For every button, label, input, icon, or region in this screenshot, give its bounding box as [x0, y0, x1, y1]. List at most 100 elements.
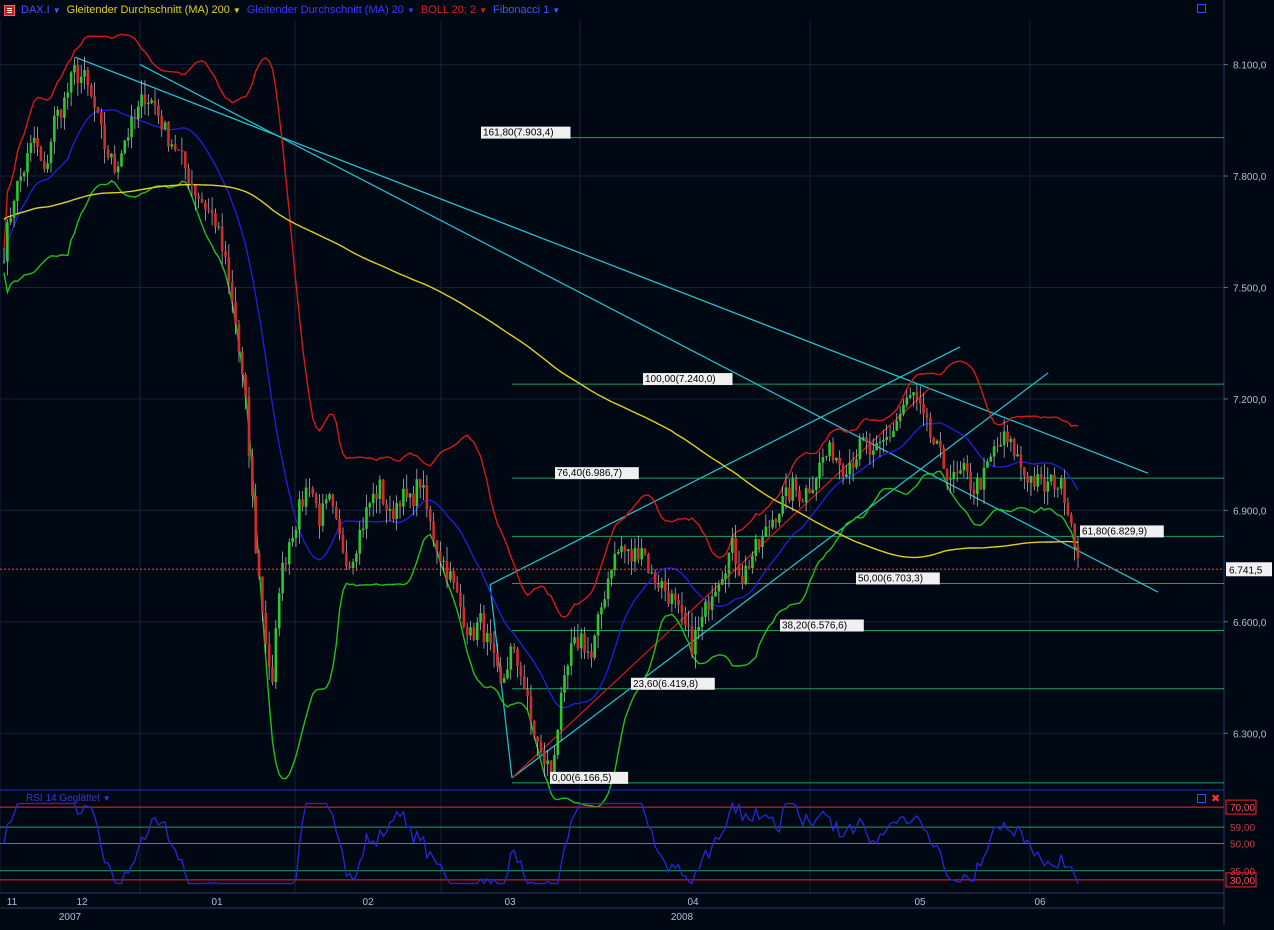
candle-body [1029, 476, 1033, 483]
candle-body [274, 628, 278, 683]
candle-body [885, 436, 888, 440]
candle-body [962, 463, 966, 471]
candle-body [647, 554, 650, 573]
candle-body [140, 94, 143, 107]
y-tick-label: 7.200,0 [1233, 395, 1267, 406]
legend-fib[interactable]: Fibonacci 1 ▼ [493, 4, 560, 16]
candle-body [892, 430, 895, 437]
candle-body [569, 643, 573, 666]
candle-body [224, 251, 227, 258]
candle-body [945, 468, 949, 481]
maximize-rsi-pane-icon[interactable] [1197, 794, 1206, 803]
legend-symbol[interactable]: DAX.I ▼ [21, 4, 61, 16]
candle-body [32, 137, 36, 144]
candle-body [1016, 454, 1019, 457]
candle-body [247, 396, 251, 456]
candle-body [402, 488, 405, 507]
candle-body [697, 627, 701, 631]
candle-body [734, 537, 737, 565]
candle-body [425, 485, 429, 509]
candle-body [12, 201, 16, 218]
candle-body [761, 536, 764, 547]
chevron-down-icon[interactable]: ▼ [479, 5, 488, 15]
candle-body [590, 651, 593, 658]
candle-body [788, 487, 791, 501]
chevron-down-icon[interactable]: ▼ [102, 794, 111, 803]
candle-body [365, 507, 368, 529]
candle-body [190, 183, 194, 186]
chevron-down-icon[interactable]: ▼ [552, 5, 561, 15]
fib-label: 100,00(7.240,0) [645, 374, 716, 385]
trend-line [511, 372, 1049, 779]
fib-label: 76,40(6.986,7) [557, 468, 622, 479]
candle-body [694, 630, 697, 655]
candle-body [986, 461, 989, 468]
legend-boll[interactable]: BOLL 20; 2 ▼ [421, 4, 487, 16]
candle-body [1076, 547, 1080, 559]
chart-menu-icon[interactable] [4, 4, 15, 16]
candle-body [388, 509, 392, 511]
candle-body [271, 666, 274, 683]
chevron-down-icon[interactable]: ▼ [232, 5, 241, 15]
candle-body [311, 488, 315, 494]
candle-body [415, 479, 419, 507]
candle-body [522, 676, 526, 690]
candle-body [603, 599, 607, 608]
candle-body [96, 107, 100, 113]
candle-body [418, 479, 422, 488]
candle-body [1073, 523, 1076, 548]
candle-body [136, 106, 140, 120]
candle-body [1063, 478, 1066, 503]
candle-body [113, 153, 117, 173]
candle-body [657, 584, 660, 589]
legend-fib-label: Fibonacci 1 [493, 4, 550, 16]
candle-body [153, 100, 157, 106]
candle-body [479, 613, 482, 623]
candle-body [828, 442, 831, 457]
legend-ma20[interactable]: Gleitender Durchschnitt (MA) 20 ▼ [247, 4, 415, 16]
candle-body [334, 506, 338, 519]
candle-body [673, 593, 677, 600]
legend-ma200[interactable]: Gleitender Durchschnitt (MA) 200 ▼ [67, 4, 241, 16]
fib-label-box [550, 771, 629, 784]
chevron-down-icon[interactable]: ▼ [52, 5, 61, 15]
candle-body [908, 395, 912, 398]
candle-body [777, 513, 781, 523]
x-month-label: 05 [914, 897, 926, 908]
candle-body [895, 421, 899, 431]
x-year-label: 2007 [59, 912, 82, 923]
candle-body [808, 488, 811, 493]
candle-body [915, 392, 919, 399]
candle-body [902, 404, 905, 414]
candle-body [304, 487, 308, 507]
candle-body [449, 571, 452, 580]
chevron-down-icon[interactable]: ▼ [406, 5, 415, 15]
close-rsi-pane-icon[interactable]: ✖ [1211, 793, 1221, 805]
legend-rsi[interactable]: RSI 14 Geglättet ▼ [26, 793, 111, 804]
candle-body [637, 548, 640, 560]
candle-body [462, 607, 466, 628]
bollinger-upper [3, 33, 1079, 618]
candle-body [371, 493, 375, 504]
y-tick-label: 7.500,0 [1233, 283, 1267, 294]
candle-body [955, 472, 959, 474]
maximize-price-pane-icon[interactable] [1197, 4, 1206, 13]
candle-body [576, 637, 580, 649]
candle-body [972, 489, 976, 494]
candle-body [999, 444, 1003, 447]
candle-body [630, 549, 633, 562]
candle-body [878, 441, 882, 444]
candle-body [509, 646, 513, 670]
candle-body [160, 115, 164, 130]
candle-body [838, 457, 842, 465]
candles [2, 56, 1080, 784]
candle-body [667, 591, 670, 605]
candle-body [106, 149, 110, 158]
candle-body [422, 485, 425, 488]
candle-body [183, 151, 187, 169]
fib-label-box [1080, 525, 1164, 538]
candle-body [791, 478, 795, 501]
candle-body [821, 457, 825, 463]
